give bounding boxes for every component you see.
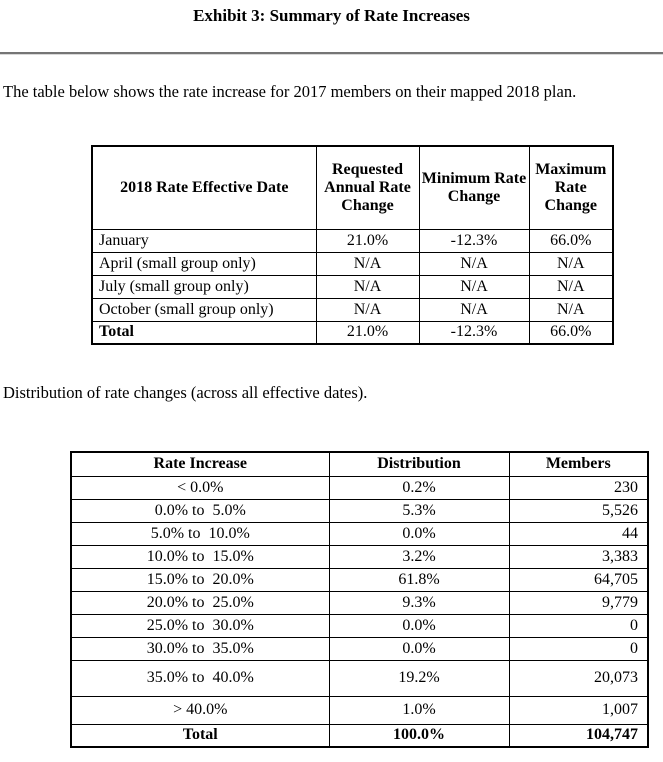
dist-cell-range: 25.0% to 30.0% [70,613,330,638]
rate-table-row: January 21.0% -12.3% 66.0% [91,228,614,253]
horizontal-rule [0,52,663,55]
rate-table-header-requested: Requested Annual Rate Change [315,145,420,230]
distribution-table-row: 25.0% to 30.0% 0.0% 0 [70,613,649,638]
rate-cell-requested: N/A [315,297,420,322]
dist-cell-range: 35.0% to 40.0% [70,659,330,697]
intro-text: The table below shows the rate increase … [3,82,577,101]
dist-cell-distribution: 19.2% [328,659,510,697]
dist-cell-distribution: 0.0% [328,521,510,546]
dist-cell-members: 9,779 [508,590,649,615]
distribution-table-row: < 0.0% 0.2% 230 [70,475,649,500]
dist-cell-members: 5,526 [508,498,649,523]
dist-cell-distribution: 0.0% [328,636,510,661]
rate-cell-minimum: N/A [418,274,530,299]
rate-table-row: July (small group only) N/A N/A N/A [91,274,614,299]
distribution-table-row: 30.0% to 35.0% 0.0% 0 [70,636,649,661]
rate-cell-maximum: 66.0% [528,228,614,253]
dist-cell-distribution: 1.0% [328,695,510,725]
distribution-table-total-row: Total 100.0% 104,747 [70,723,649,748]
distribution-table-header-row: Rate Increase Distribution Members [70,451,649,477]
rate-table-row: October (small group only) N/A N/A N/A [91,297,614,322]
distribution-caption: Distribution of rate changes (across all… [3,383,368,402]
rate-table-header-row: 2018 Rate Effective Date Requested Annua… [91,145,614,230]
dist-cell-range: 20.0% to 25.0% [70,590,330,615]
dist-cell-members: 0 [508,636,649,661]
distribution-header-distribution: Distribution [328,451,510,477]
rate-table-header-date: 2018 Rate Effective Date [91,145,317,230]
dist-cell-members: 3,383 [508,544,649,569]
dist-cell-range: 5.0% to 10.0% [70,521,330,546]
dist-cell-distribution: 61.8% [328,567,510,592]
rate-cell-minimum: N/A [418,251,530,276]
dist-cell-members: 1,007 [508,695,649,725]
rate-cell-minimum: -12.3% [418,228,530,253]
dist-cell-range: 30.0% to 35.0% [70,636,330,661]
distribution-table-row: 35.0% to 40.0% 19.2% 20,073 [70,659,649,697]
rate-cell-requested: 21.0% [315,228,420,253]
dist-cell-distribution: 0.2% [328,475,510,500]
rate-increase-summary-table: 2018 Rate Effective Date Requested Annua… [91,145,614,345]
dist-cell-range: 0.0% to 5.0% [70,498,330,523]
dist-cell-total-label: Total [70,723,330,748]
dist-cell-range: < 0.0% [70,475,330,500]
distribution-table-row: > 40.0% 1.0% 1,007 [70,695,649,725]
dist-cell-members: 0 [508,613,649,638]
rate-cell-requested: 21.0% [315,320,420,345]
dist-cell-range: 10.0% to 15.0% [70,544,330,569]
rate-table-total-row: Total 21.0% -12.3% 66.0% [91,320,614,345]
dist-cell-distribution: 3.2% [328,544,510,569]
rate-cell-minimum: N/A [418,297,530,322]
rate-cell-requested: N/A [315,274,420,299]
dist-cell-distribution: 100.0% [328,723,510,748]
rate-cell-date: April (small group only) [91,251,317,276]
dist-cell-distribution: 0.0% [328,613,510,638]
rate-cell-maximum: N/A [528,274,614,299]
distribution-table-row: 5.0% to 10.0% 0.0% 44 [70,521,649,546]
distribution-table-row: 20.0% to 25.0% 9.3% 9,779 [70,590,649,615]
distribution-table: Rate Increase Distribution Members < 0.0… [70,451,649,748]
dist-cell-distribution: 9.3% [328,590,510,615]
dist-cell-range: > 40.0% [70,695,330,725]
page-title: Exhibit 3: Summary of Rate Increases [193,6,470,25]
rate-cell-date: January [91,228,317,253]
dist-cell-members: 64,705 [508,567,649,592]
dist-cell-distribution: 5.3% [328,498,510,523]
rate-table-header-maximum: Maximum Rate Change [528,145,614,230]
distribution-header-rate-increase: Rate Increase [70,451,330,477]
dist-cell-members: 20,073 [508,659,649,697]
dist-cell-range: 15.0% to 20.0% [70,567,330,592]
rate-table-row: April (small group only) N/A N/A N/A [91,251,614,276]
dist-cell-members: 44 [508,521,649,546]
distribution-table-row: 0.0% to 5.0% 5.3% 5,526 [70,498,649,523]
distribution-table-row: 10.0% to 15.0% 3.2% 3,383 [70,544,649,569]
dist-cell-members: 230 [508,475,649,500]
rate-table-header-minimum: Minimum Rate Change [418,145,530,230]
rate-cell-total-label: Total [91,320,317,345]
rate-cell-date: October (small group only) [91,297,317,322]
distribution-table-row: 15.0% to 20.0% 61.8% 64,705 [70,567,649,592]
rate-cell-maximum: N/A [528,251,614,276]
distribution-header-members: Members [508,451,649,477]
rate-cell-minimum: -12.3% [418,320,530,345]
rate-cell-date: July (small group only) [91,274,317,299]
rate-cell-maximum: N/A [528,297,614,322]
dist-cell-members: 104,747 [508,723,649,748]
rate-cell-requested: N/A [315,251,420,276]
rate-cell-maximum: 66.0% [528,320,614,345]
